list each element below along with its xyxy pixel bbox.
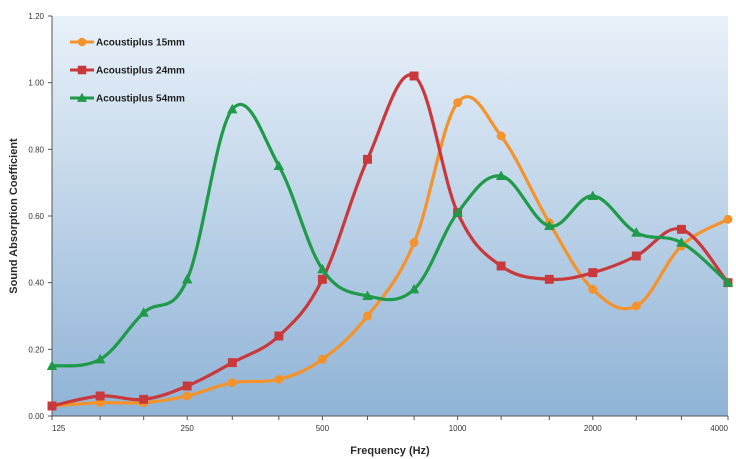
data-point-square — [544, 274, 554, 284]
y-tick-label: 0.20 — [28, 345, 44, 354]
data-point-triangle — [676, 237, 687, 247]
legend-item: Acoustiplus 24mm — [70, 66, 185, 77]
series-layer — [46, 71, 734, 411]
y-tick-label: 1.00 — [28, 79, 44, 88]
x-tick-label: 125 — [52, 424, 66, 433]
data-point-triangle — [76, 92, 88, 102]
data-point-square — [496, 261, 506, 271]
data-point-square — [77, 65, 87, 75]
data-point-square — [409, 71, 419, 81]
y-tick-label: 0.00 — [28, 412, 44, 421]
data-point-circle — [227, 378, 237, 388]
data-point-triangle — [362, 290, 373, 301]
data-point-triangle — [631, 227, 642, 237]
legend-label: Acoustiplus 24mm — [96, 66, 185, 77]
x-axis-title: Frequency (Hz) — [350, 445, 430, 457]
data-point-circle — [631, 301, 641, 311]
data-point-triangle — [94, 353, 106, 364]
x-axis-ticks: 125 250 500 1000 2000 4000 — [51, 416, 729, 433]
data-point-triangle — [544, 220, 555, 231]
x-tick-label: 250 — [181, 424, 195, 433]
data-point-triangle — [452, 207, 463, 217]
data-point-triangle — [722, 277, 734, 287]
y-tick-label: 1.20 — [28, 12, 44, 21]
data-point-square — [317, 274, 327, 284]
data-point-square — [139, 394, 149, 404]
x-tick-label: 1000 — [449, 424, 467, 433]
data-point-square — [676, 224, 686, 234]
data-point-circle — [317, 354, 327, 364]
x-tick-label: 500 — [316, 424, 330, 433]
y-tick-label: 0.40 — [28, 279, 44, 288]
data-point-square — [274, 331, 284, 341]
data-point-triangle — [408, 283, 420, 294]
data-point-square — [588, 268, 598, 278]
data-point-square — [363, 154, 372, 164]
data-point-triangle — [587, 190, 599, 201]
y-axis-ticks: 0.00 0.20 0.40 0.60 0.80 1.00 1.20 — [28, 12, 52, 421]
data-point-triangle — [317, 263, 328, 274]
data-point-circle — [363, 311, 372, 321]
legend: Acoustiplus 15mm Acoustiplus 24mm Acoustip… — [70, 38, 185, 105]
y-tick-label: 0.60 — [28, 212, 44, 221]
legend-item: Acoustiplus 54mm — [70, 92, 185, 105]
data-point-triangle — [138, 307, 149, 317]
data-point-triangle — [495, 170, 507, 181]
data-point-circle — [77, 37, 87, 47]
data-point-circle — [409, 238, 419, 248]
legend-label: Acoustiplus 15mm — [96, 38, 185, 49]
data-point-square — [47, 401, 57, 411]
data-point-triangle — [46, 360, 58, 371]
series-line — [50, 73, 730, 408]
data-point-triangle — [273, 160, 285, 171]
data-point-circle — [274, 374, 284, 384]
data-point-circle — [182, 391, 192, 401]
data-point-circle — [588, 284, 598, 294]
series-3 — [46, 102, 734, 371]
data-point-square — [631, 251, 641, 261]
y-tick-label: 0.80 — [28, 145, 44, 154]
data-point-triangle — [181, 273, 193, 284]
data-point-circle — [496, 131, 506, 141]
data-point-circle — [453, 98, 463, 108]
legend-label: Acoustiplus 54mm — [96, 94, 185, 105]
plot-area — [52, 16, 728, 416]
legend-item: Acoustiplus 15mm — [70, 38, 185, 49]
y-axis-title: Sound Absorption Coefficient — [8, 138, 20, 294]
x-tick-label: 2000 — [584, 424, 602, 433]
x-tick-label: 4000 — [710, 424, 728, 433]
data-point-circle — [723, 214, 733, 224]
data-point-triangle — [227, 103, 238, 114]
data-point-square — [182, 381, 192, 391]
data-point-square — [227, 358, 237, 368]
data-point-square — [95, 391, 105, 401]
